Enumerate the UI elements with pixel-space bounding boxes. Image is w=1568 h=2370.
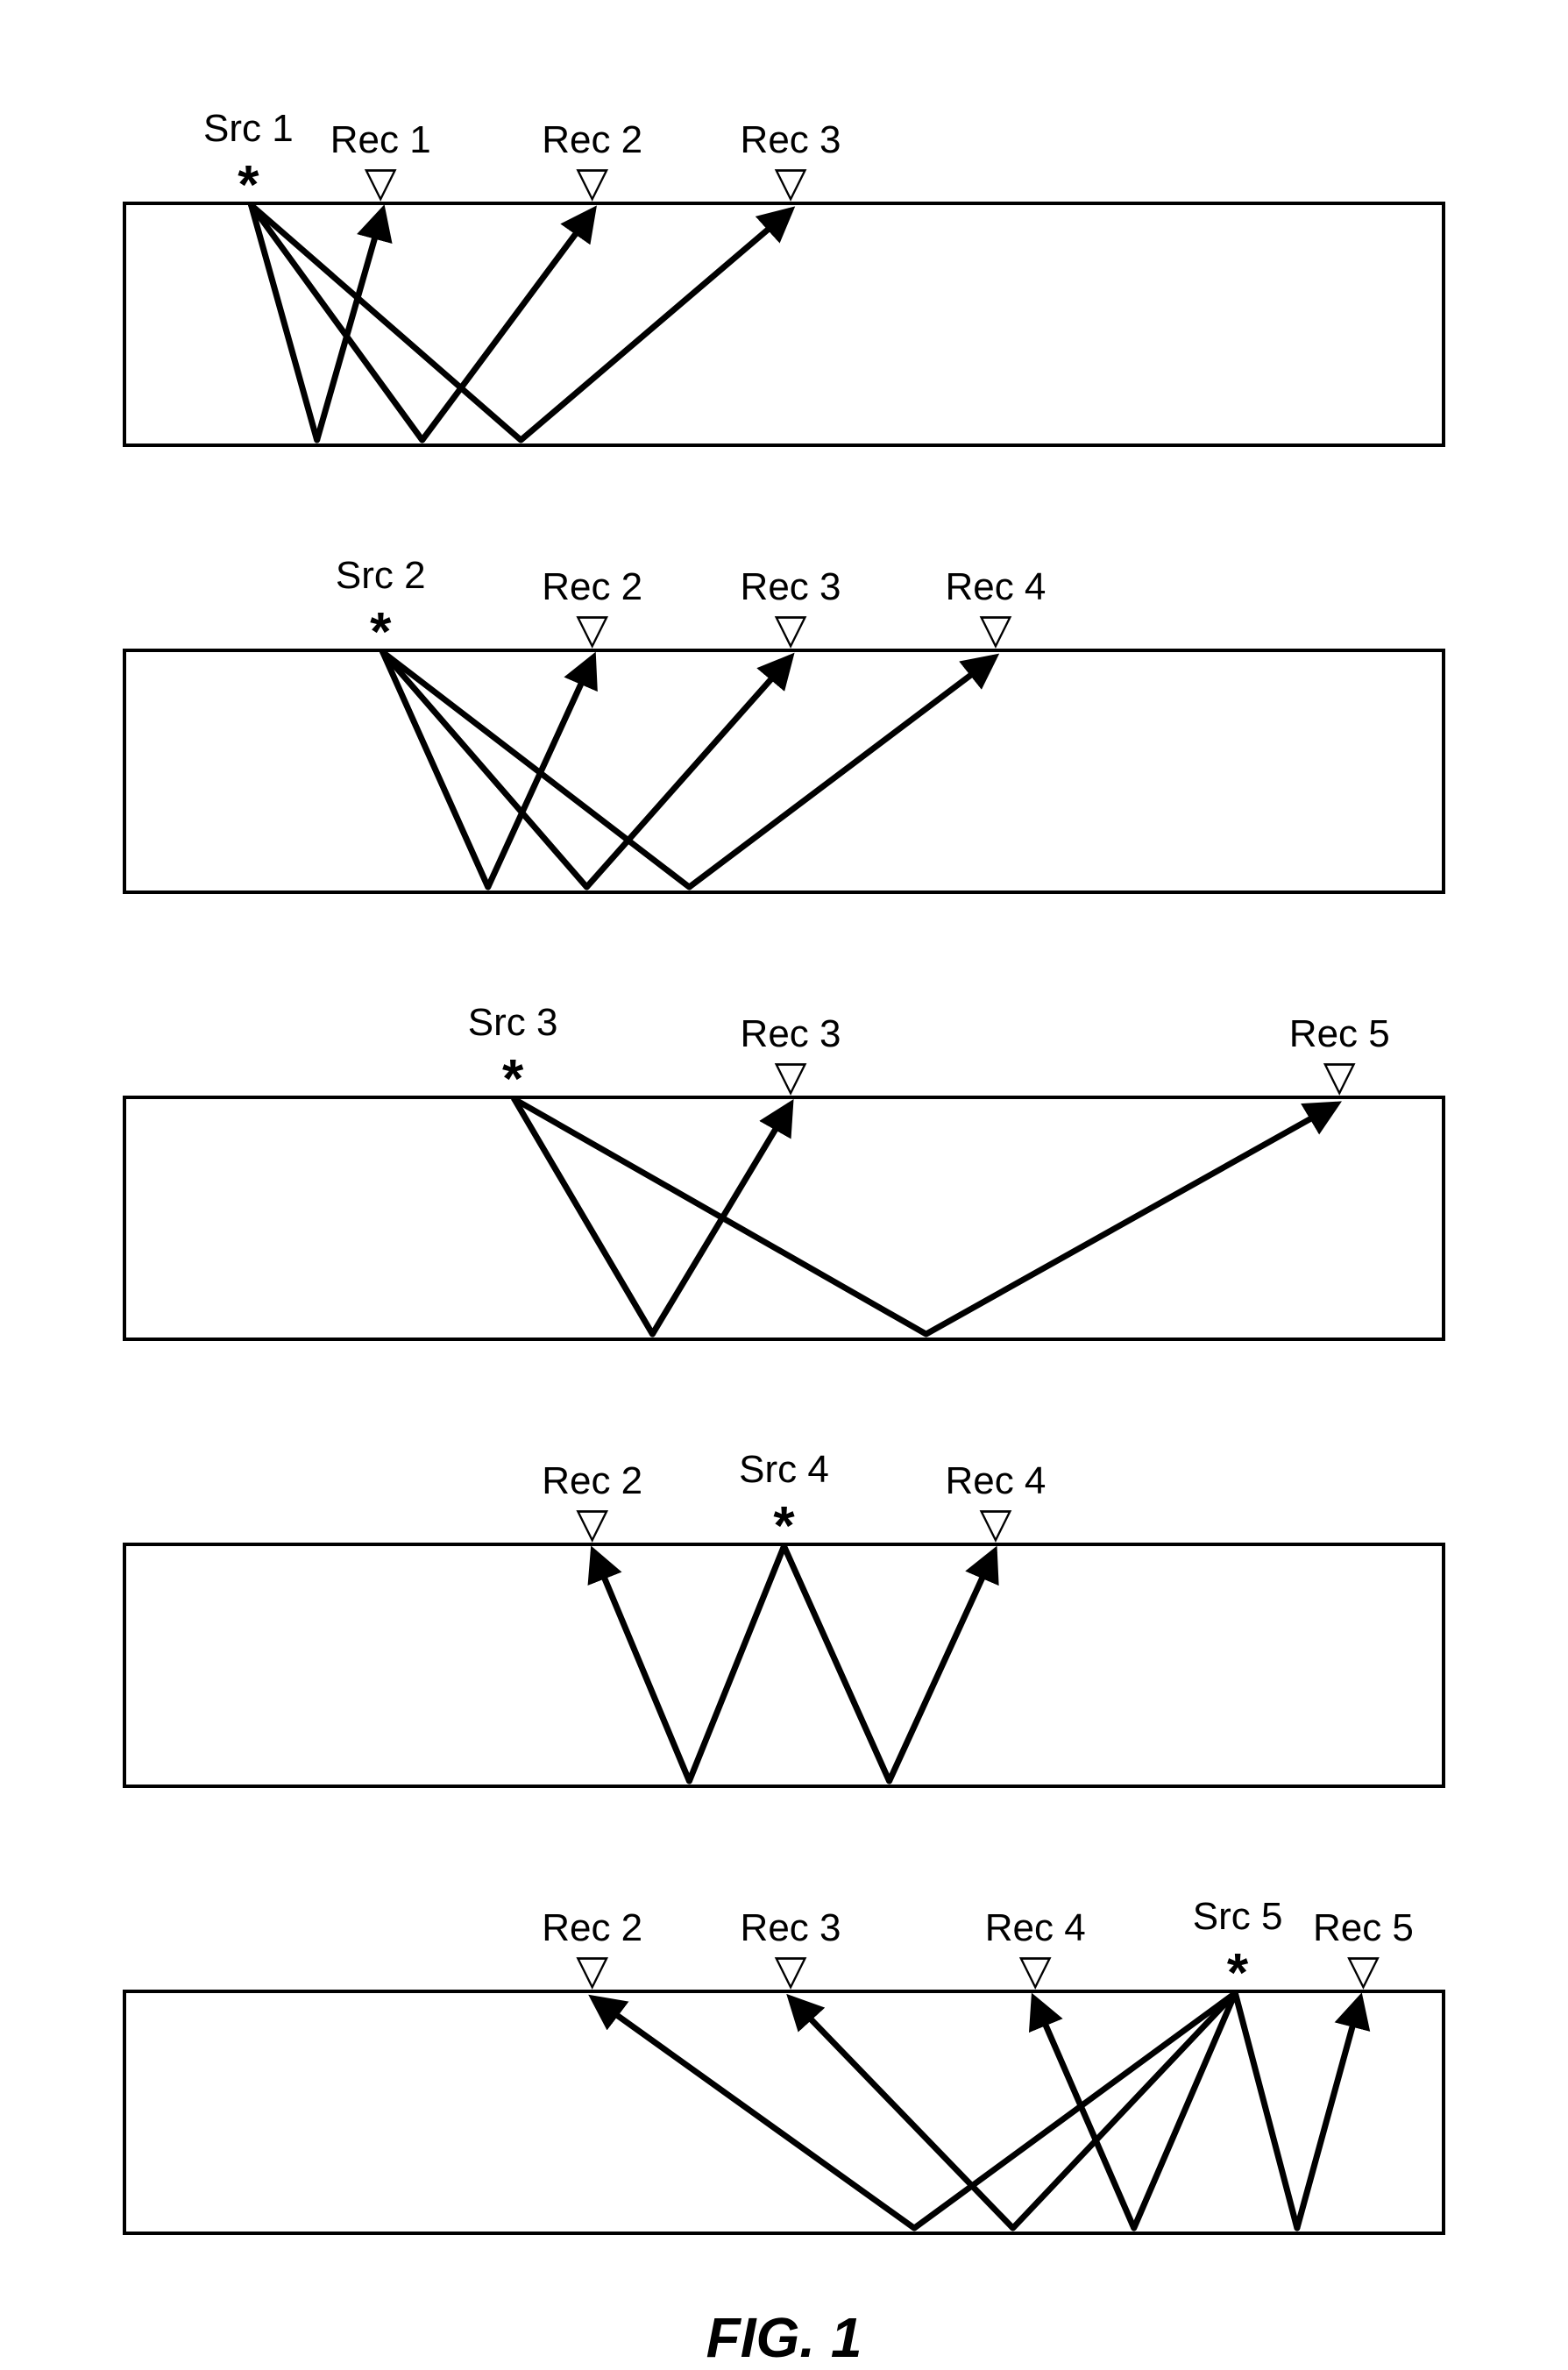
source-label: Src 1* — [203, 107, 294, 202]
ray-diagram — [126, 1993, 1442, 2232]
layer-box — [123, 649, 1445, 894]
receiver-label: Rec 3▽ — [741, 118, 841, 202]
label-text: Src 1 — [203, 107, 294, 151]
receiver-marker-icon: ▽ — [741, 164, 841, 202]
receiver-label: Rec 4▽ — [945, 1459, 1046, 1543]
panel: Rec 2▽Src 4*Rec 4▽ — [123, 1446, 1445, 1788]
receiver-label: Rec 2▽ — [542, 1906, 642, 1990]
label-text: Rec 4 — [945, 565, 1046, 609]
ray-diagram — [126, 1099, 1442, 1338]
ray-up — [586, 657, 791, 887]
label-text: Rec 3 — [741, 1012, 841, 1056]
panel: Src 3*Rec 3▽Rec 5▽ — [123, 999, 1445, 1341]
ray-diagram — [126, 652, 1442, 891]
ray-down — [383, 652, 690, 887]
receiver-label: Rec 5▽ — [1313, 1906, 1414, 1990]
figure-caption: FIG. 1 — [706, 2305, 862, 2370]
ray-down — [689, 1546, 784, 1781]
label-text: Rec 2 — [542, 1906, 642, 1950]
label-text: Rec 5 — [1313, 1906, 1414, 1950]
receiver-marker-icon: ▽ — [945, 1505, 1046, 1543]
layer-box — [123, 202, 1445, 447]
ray-up — [422, 210, 593, 440]
receiver-label: Rec 2▽ — [542, 118, 642, 202]
ray-down — [252, 205, 521, 440]
panels-container: Src 1*Rec 1▽Rec 2▽Rec 3▽Src 2*Rec 2▽Rec … — [123, 105, 1445, 2235]
ray-up — [521, 210, 791, 440]
ray-diagram — [126, 205, 1442, 443]
receiver-label: Rec 2▽ — [542, 565, 642, 649]
receiver-marker-icon: ▽ — [330, 164, 431, 202]
label-text: Rec 5 — [1289, 1012, 1390, 1056]
label-text: Src 2 — [336, 554, 426, 598]
receiver-label: Rec 5▽ — [1289, 1012, 1390, 1096]
ray-down — [383, 652, 488, 887]
labels-row: Src 2*Rec 2▽Rec 3▽Rec 4▽ — [123, 552, 1445, 649]
label-text: Src 5 — [1193, 1895, 1283, 1939]
source-label: Src 4* — [739, 1448, 829, 1543]
ray-down — [514, 1099, 653, 1334]
ray-up — [689, 657, 994, 887]
labels-row: Rec 2▽Src 4*Rec 4▽ — [123, 1446, 1445, 1543]
ray-up — [317, 210, 383, 440]
layer-box — [123, 1096, 1445, 1341]
label-text: Src 4 — [739, 1448, 829, 1492]
layer-box — [123, 1543, 1445, 1788]
panel: Src 2*Rec 2▽Rec 3▽Rec 4▽ — [123, 552, 1445, 894]
ray-up — [593, 1551, 690, 1781]
ray-up — [791, 1998, 1013, 2228]
receiver-marker-icon: ▽ — [542, 1505, 642, 1543]
receiver-marker-icon: ▽ — [1289, 1058, 1390, 1096]
ray-up — [890, 1551, 995, 1781]
label-text: Rec 1 — [330, 118, 431, 162]
receiver-marker-icon: ▽ — [985, 1952, 1086, 1990]
receiver-marker-icon: ▽ — [741, 1952, 841, 1990]
receiver-label: Rec 1▽ — [330, 118, 431, 202]
ray-up — [1297, 1998, 1360, 2228]
receiver-marker-icon: ▽ — [542, 611, 642, 649]
label-text: Rec 2 — [542, 118, 642, 162]
receiver-marker-icon: ▽ — [741, 611, 841, 649]
panel: Src 1*Rec 1▽Rec 2▽Rec 3▽ — [123, 105, 1445, 447]
receiver-marker-icon: ▽ — [1313, 1952, 1414, 1990]
label-text: Rec 4 — [945, 1459, 1046, 1503]
receiver-marker-icon: ▽ — [945, 611, 1046, 649]
figure-page: Src 1*Rec 1▽Rec 2▽Rec 3▽Src 2*Rec 2▽Rec … — [0, 0, 1568, 2359]
label-text: Rec 2 — [542, 565, 642, 609]
label-text: Rec 3 — [741, 118, 841, 162]
labels-row: Src 3*Rec 3▽Rec 5▽ — [123, 999, 1445, 1096]
ray-down — [383, 652, 587, 887]
label-text: Src 3 — [468, 1001, 558, 1045]
label-text: Rec 2 — [542, 1459, 642, 1503]
ray-down — [1235, 1993, 1297, 2228]
source-label: Src 2* — [336, 554, 426, 649]
label-text: Rec 3 — [741, 565, 841, 609]
ray-down — [514, 1099, 926, 1334]
ray-down — [252, 205, 317, 440]
labels-row: Rec 2▽Rec 3▽Rec 4▽Src 5*Rec 5▽ — [123, 1893, 1445, 1990]
receiver-label: Rec 3▽ — [741, 565, 841, 649]
ray-diagram — [126, 1546, 1442, 1785]
panel: Rec 2▽Rec 3▽Rec 4▽Src 5*Rec 5▽ — [123, 1893, 1445, 2235]
receiver-marker-icon: ▽ — [542, 1952, 642, 1990]
receiver-label: Rec 3▽ — [741, 1012, 841, 1096]
source-label: Src 5* — [1193, 1895, 1283, 1990]
receiver-label: Rec 3▽ — [741, 1906, 841, 1990]
label-text: Rec 3 — [741, 1906, 841, 1950]
labels-row: Src 1*Rec 1▽Rec 2▽Rec 3▽ — [123, 105, 1445, 202]
receiver-marker-icon: ▽ — [542, 164, 642, 202]
ray-up — [926, 1104, 1337, 1334]
label-text: Rec 4 — [985, 1906, 1086, 1950]
receiver-label: Rec 2▽ — [542, 1459, 642, 1543]
ray-down — [784, 1546, 890, 1781]
receiver-label: Rec 4▽ — [985, 1906, 1086, 1990]
ray-down — [252, 205, 422, 440]
layer-box — [123, 1990, 1445, 2235]
source-label: Src 3* — [468, 1001, 558, 1096]
ray-up — [593, 1998, 914, 2228]
receiver-label: Rec 4▽ — [945, 565, 1046, 649]
receiver-marker-icon: ▽ — [741, 1058, 841, 1096]
